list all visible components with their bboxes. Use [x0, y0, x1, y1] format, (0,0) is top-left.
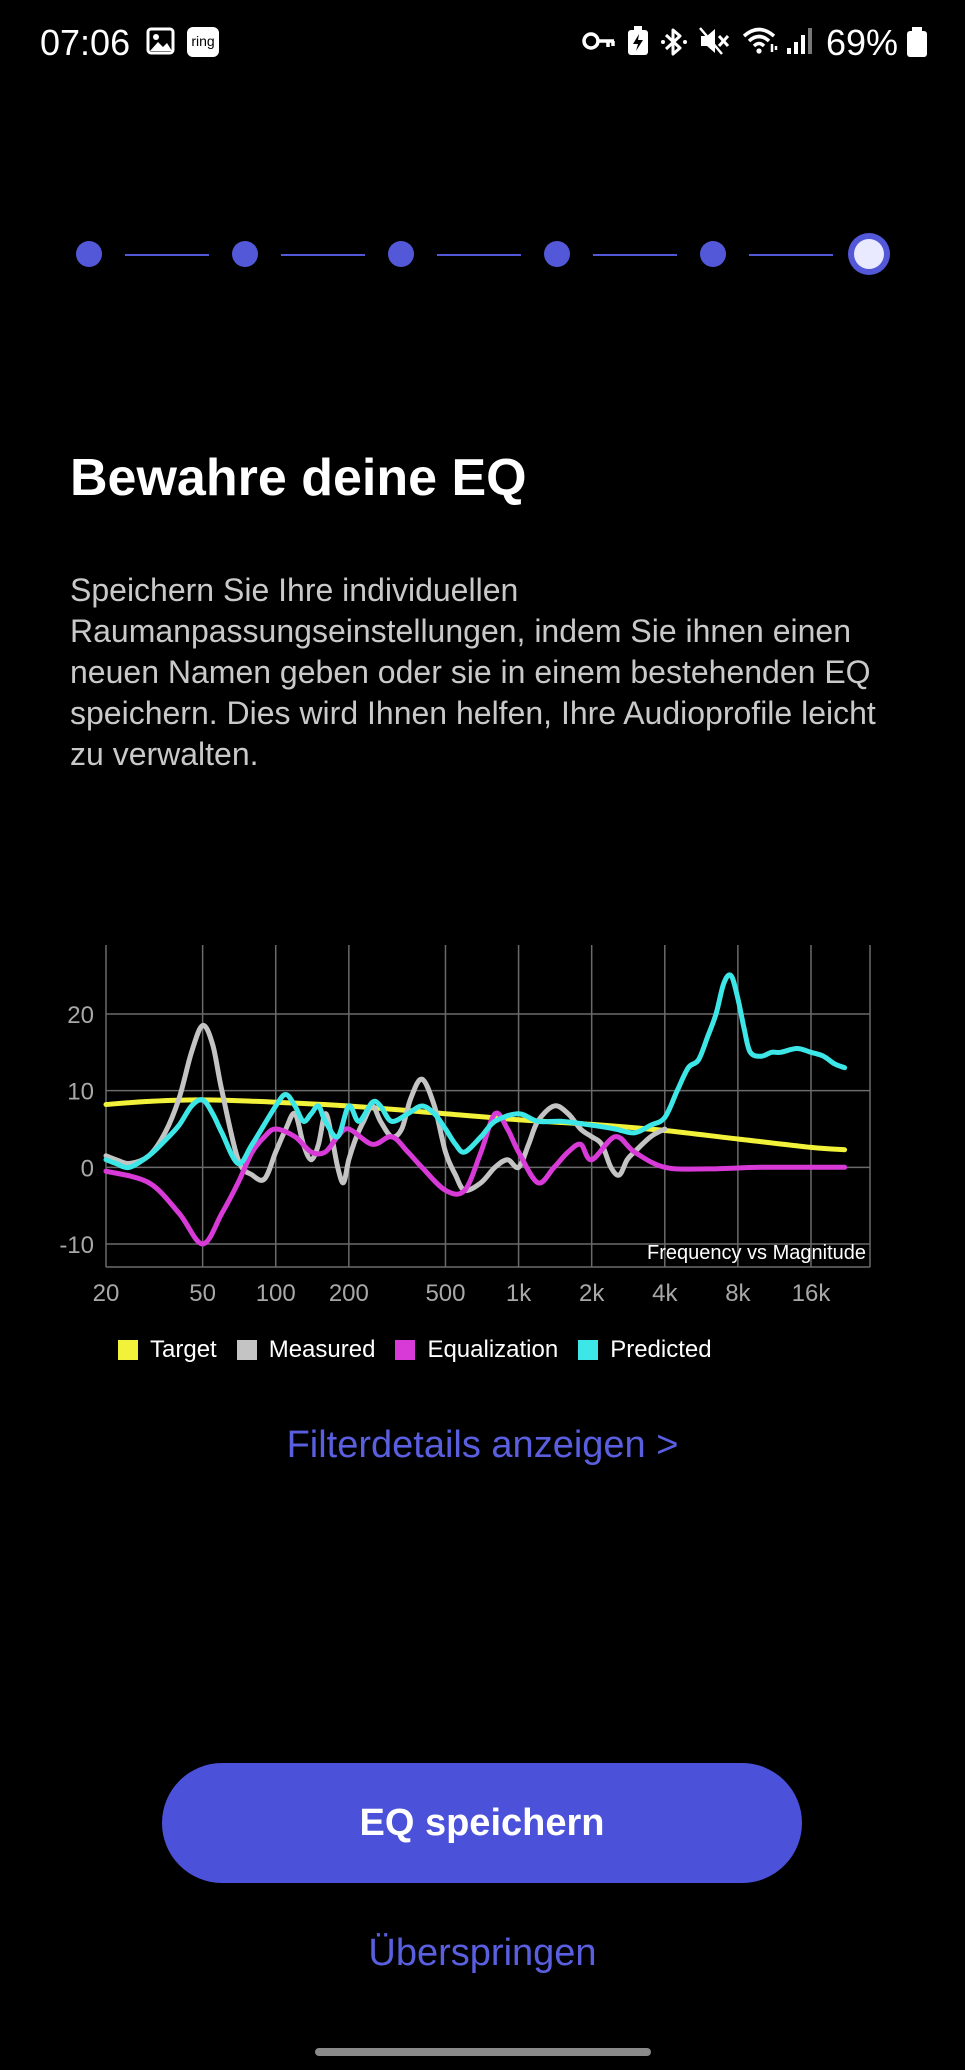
x-tick-label: 1k [506, 1280, 532, 1307]
page-title: Bewahre deine EQ [70, 449, 527, 507]
ring-app-icon: ring [187, 27, 219, 57]
page-description: Speichern Sie Ihre individuellen Raumanp… [70, 572, 876, 772]
battery-percent: 69% [826, 22, 899, 63]
save-eq-button[interactable]: EQ speichern [162, 1763, 802, 1883]
legend-item-measured: Measured [236, 1336, 376, 1364]
bluetooth-icon [661, 28, 687, 56]
legend-item-predicted: Predicted [578, 1336, 712, 1364]
step-dot-5 [700, 241, 726, 267]
step-dot-1 [76, 241, 102, 267]
legend-label: Measured [268, 1336, 376, 1363]
x-tick-label: 20 [93, 1280, 120, 1307]
status-bar: 07:06 ring 69% [0, 0, 965, 90]
y-tick-label: 10 [67, 1079, 94, 1106]
step-connector [281, 254, 365, 256]
x-tick-label: 2k [579, 1280, 605, 1307]
step-connector [593, 254, 677, 256]
series-line-equalization [103, 1110, 848, 1247]
step-dot-2 [232, 241, 258, 267]
battery-saver-icon [628, 26, 648, 55]
chart-legend: Target Measured Equalization Predicted [118, 1330, 732, 1370]
step-connector [749, 254, 833, 256]
x-tick-label: 8k [725, 1280, 751, 1307]
step-dot-6 [854, 239, 884, 269]
legend-item-target: Target [118, 1336, 217, 1364]
x-tick-label: 4k [652, 1280, 678, 1307]
x-tick-label: 50 [189, 1280, 216, 1307]
x-tick-label: 16k [792, 1280, 832, 1307]
battery-icon [907, 27, 927, 57]
mute-icon [699, 27, 730, 55]
x-tick-label: 200 [329, 1280, 369, 1307]
progress-stepper [60, 230, 900, 278]
step-dot-4 [544, 241, 570, 267]
filter-details-link[interactable]: Filterdetails anzeigen > [286, 1424, 679, 1466]
wifi-icon [742, 27, 778, 54]
status-time: 07:06 [40, 22, 131, 63]
home-indicator[interactable] [315, 2048, 651, 2056]
legend-label: Target [150, 1336, 217, 1363]
skip-link[interactable]: Überspringen [368, 1932, 597, 1974]
legend-label: Equalization [427, 1336, 559, 1363]
step-connector [437, 254, 521, 256]
step-dot-3 [388, 241, 414, 267]
legend-swatch [578, 1340, 599, 1360]
y-tick-label: 0 [81, 1155, 94, 1182]
x-tick-label: 100 [256, 1280, 296, 1307]
series-line-predicted [103, 972, 848, 1171]
legend-swatch [236, 1340, 257, 1360]
chart-title: Frequency vs Magnitude [647, 1242, 866, 1264]
y-tick-label: -10 [59, 1232, 94, 1259]
signal-icon [787, 28, 812, 54]
legend-item-equalization: Equalization [395, 1336, 558, 1364]
step-connector [125, 254, 209, 256]
legend-swatch [395, 1340, 416, 1360]
y-tick-label: 20 [67, 1002, 94, 1029]
x-tick-label: 500 [425, 1280, 465, 1307]
vpn-key-icon [582, 32, 615, 50]
legend-swatch [118, 1340, 138, 1360]
ring-app-label: ring [191, 33, 214, 49]
legend-label: Predicted [610, 1336, 712, 1363]
image-icon [146, 27, 175, 55]
